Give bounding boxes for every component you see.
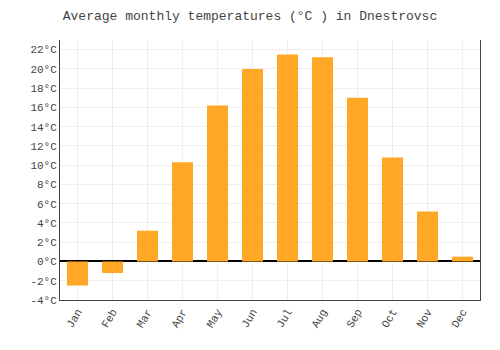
svg-text:Jun: Jun: [240, 307, 260, 330]
svg-text:Aug: Aug: [310, 307, 330, 330]
svg-text:8°C: 8°C: [37, 179, 57, 191]
svg-text:-2°C: -2°C: [30, 276, 57, 288]
svg-text:18°C: 18°C: [30, 83, 57, 95]
svg-text:Jul: Jul: [275, 307, 295, 330]
svg-text:10°C: 10°C: [30, 160, 57, 172]
svg-text:Apr: Apr: [170, 307, 190, 330]
svg-text:Oct: Oct: [380, 307, 400, 330]
svg-text:Sep: Sep: [345, 307, 365, 330]
svg-text:14°C: 14°C: [30, 122, 57, 134]
svg-text:-4°C: -4°C: [30, 295, 57, 307]
svg-text:Average monthly temperatures (: Average monthly temperatures (°C ) in Dn…: [63, 9, 437, 24]
svg-text:Nov: Nov: [415, 307, 435, 330]
svg-text:May: May: [205, 307, 225, 330]
svg-text:Feb: Feb: [100, 307, 120, 330]
svg-text:Mar: Mar: [135, 307, 155, 330]
svg-text:12°C: 12°C: [30, 141, 57, 153]
svg-text:6°C: 6°C: [37, 199, 57, 211]
svg-text:22°C: 22°C: [30, 44, 57, 56]
svg-text:0°C: 0°C: [37, 256, 57, 268]
svg-text:2°C: 2°C: [37, 237, 57, 249]
svg-text:20°C: 20°C: [30, 64, 57, 76]
svg-text:4°C: 4°C: [37, 218, 57, 230]
svg-text:Dec: Dec: [450, 307, 470, 330]
svg-text:16°C: 16°C: [30, 102, 57, 114]
svg-text:Jan: Jan: [65, 307, 85, 330]
